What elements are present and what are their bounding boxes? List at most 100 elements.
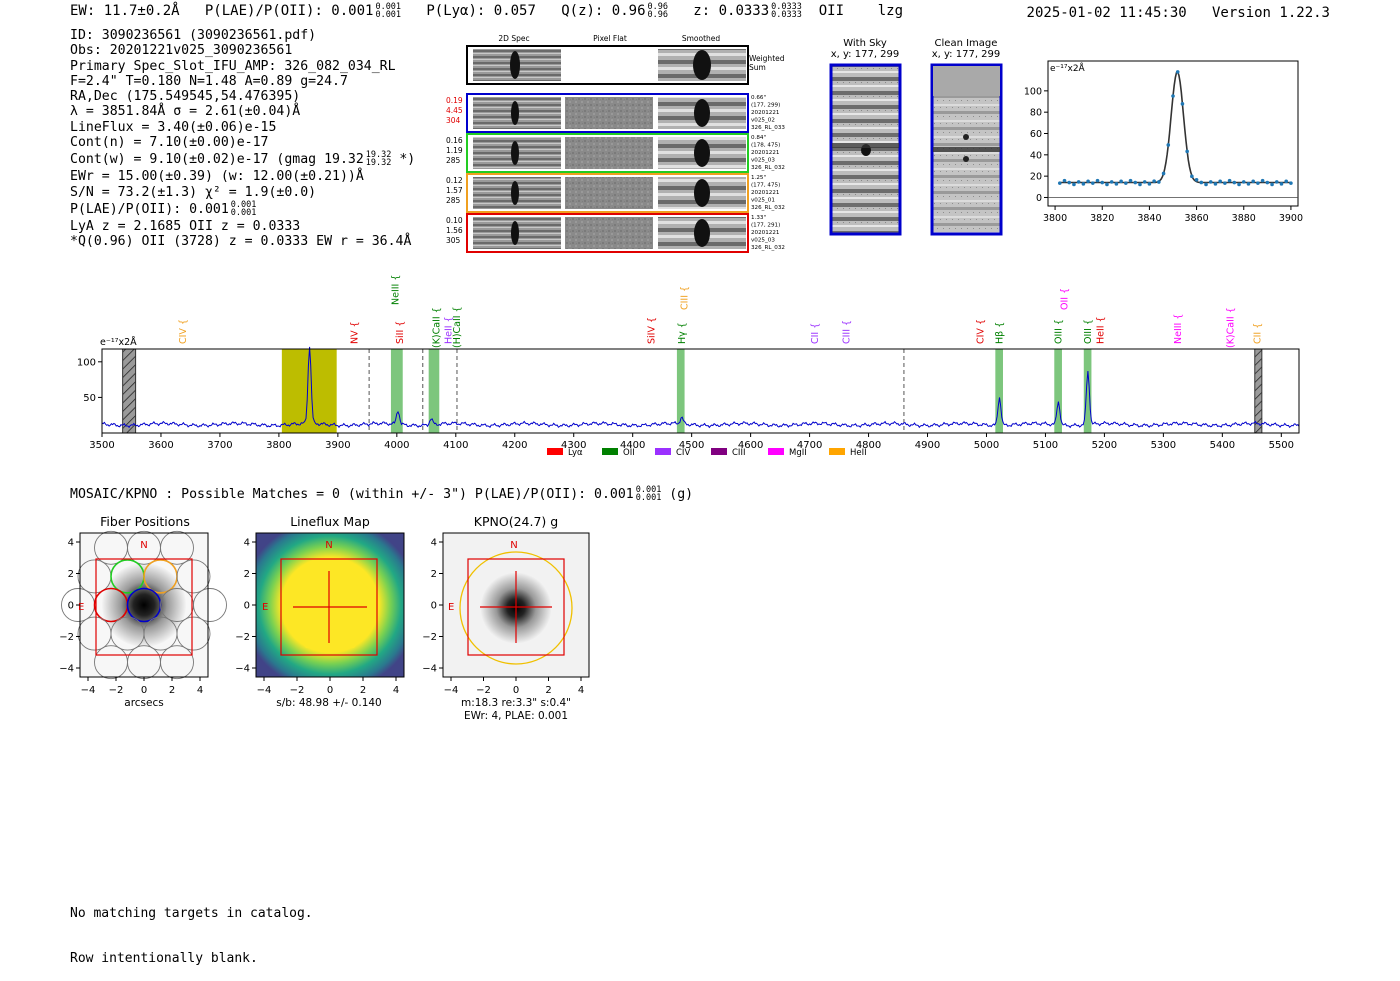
- info-radec: RA,Dec (175.549545,54.476395): [70, 89, 301, 105]
- info-ewr: EWr = 15.00(±0.39) (w: 12.00(±0.21))Å: [70, 169, 364, 185]
- spec2d-row-flat: [565, 97, 653, 129]
- header-qz-lo: 0.96: [647, 10, 668, 20]
- spectrum-line-label: HeII {: [444, 316, 455, 344]
- spec2d-row-left-value: 0.16: [446, 136, 463, 145]
- zoom-data-point: [1067, 180, 1072, 185]
- fiber-circle: [176, 616, 211, 651]
- spectrum-xtick-label: 4600: [738, 440, 763, 451]
- header-line: OII: [818, 3, 845, 19]
- info-gmag-hi: 19.32: [365, 150, 392, 161]
- info-id: ID: 3090236561 (3090236561.pdf): [70, 28, 317, 43]
- header-plya: P(Lyα): 0.057: [426, 3, 536, 19]
- spectrum-line-label: CIV {: [178, 319, 189, 344]
- spec2d-row-left-value: 304: [446, 116, 461, 125]
- spec2d-row-smooth-blob: [694, 99, 710, 127]
- spec2d-row-right-value: 326_RL_032: [751, 165, 785, 171]
- spec2d-row-right-value: 326_RL_032: [751, 205, 785, 211]
- spec2d-row-right-value: 0.84": [751, 135, 766, 141]
- spec2d-row-right-value: (177, 475): [751, 183, 780, 189]
- weighted-emission-blob: [510, 51, 520, 79]
- panel-ytick-label: −2: [235, 632, 250, 643]
- zoom-data-point: [1223, 181, 1227, 185]
- zoom-data-point: [1157, 180, 1161, 184]
- zoom-data-point: [1246, 182, 1251, 186]
- zoom-data-point: [1091, 181, 1095, 185]
- panel-ytick-label: 0: [244, 601, 250, 612]
- fiber-circle: [160, 530, 194, 565]
- spec2d-col-title-1: 2D Spec: [498, 34, 529, 43]
- spectrum-line-band: [390, 349, 403, 433]
- header-meta: 2025-01-02 11:45:30 Version 1.22.3: [1027, 5, 1330, 21]
- zoom-data-point: [1199, 180, 1204, 185]
- lineflux-panel-title: Lineflux Map: [290, 514, 370, 529]
- spectrum-line-label: CIV {: [976, 319, 987, 344]
- clean-cutout: [930, 63, 1003, 236]
- info-contw: Cont(w) = 9.10(±0.02)e-17 (gmag 19.32 19.…: [70, 150, 415, 169]
- header-z-hi: 0.0333: [771, 2, 802, 12]
- panel-ytick-label: −2: [422, 632, 437, 643]
- fiber-xlabel: arcsecs: [124, 697, 163, 709]
- spectrum-line-label: CII {: [1253, 323, 1264, 344]
- spectrum-xtick-label: 3700: [207, 440, 232, 451]
- panel-xtick-label: −4: [81, 685, 96, 696]
- fiber-north: N: [140, 540, 147, 551]
- zoom-data-point: [1175, 70, 1180, 74]
- spectrum-ytick-label: 100: [77, 357, 96, 368]
- zoom-line-fit-chart: 3800 3820 3840 3860 3880 3900 0 20 40 60 80 100 e⁻¹⁷…: [1024, 60, 1303, 224]
- header-flags: lzg: [877, 3, 904, 19]
- zoom-xtick-label: 3840: [1137, 213, 1161, 224]
- info-lineflux: LineFlux = 3.40(±0.06)e-15: [70, 119, 277, 135]
- legend-label: Lyα: [568, 448, 583, 458]
- info-params: F=2.4" T=0.180 N=1.48 A=0.89 g=24.7: [70, 73, 348, 89]
- panel-ytick-label: 4: [68, 538, 74, 549]
- lineflux-box: [280, 558, 378, 656]
- zoom-data-point: [1279, 182, 1284, 186]
- spectrum-xtick-label: 5400: [1210, 440, 1235, 451]
- spectrum-line-label: CIII {: [680, 286, 691, 310]
- spec2d-row-right-value: v025_03: [751, 238, 775, 244]
- clean-source-a: [963, 134, 969, 140]
- detection-info: ID: 3090236561 (3090236561.pdf) Obs: 202…: [70, 28, 415, 250]
- header-version: Version 1.22.3: [1211, 5, 1330, 21]
- spec2d-panel: 2D Spec Pixel Flat Smoothed Weighted Sum…: [446, 34, 785, 253]
- panel-xtick-label: 2: [360, 685, 366, 696]
- zoom-data-point: [1166, 143, 1171, 147]
- spec2d-row-right-value: 20201221: [751, 230, 780, 236]
- panel-xtick-label: −4: [444, 685, 459, 696]
- info-contn: Cont(n) = 7.10(±0.00)e-17: [70, 135, 269, 151]
- header-plae-lo: 0.001: [375, 10, 402, 20]
- panel-ytick-label: −2: [59, 632, 74, 643]
- header-timestamp: 2025-01-02 11:45:30: [1026, 5, 1187, 21]
- info-sn: S/N = 73.2(±1.3) χ² = 1.9(±0.0): [70, 184, 317, 200]
- zoom-data-point: [1284, 179, 1289, 184]
- zoom-data-point: [1105, 182, 1109, 187]
- fiber-panel-title: Fiber Positions: [100, 514, 190, 529]
- spectrum-xtick-label: 4900: [915, 440, 940, 451]
- catalog-footer: No matching targets in catalog. Row inte…: [70, 876, 313, 981]
- fiber-circle: [193, 588, 227, 622]
- header-z-range: 0.0333 0.0333: [771, 2, 802, 20]
- header-plae-hi: 0.001: [375, 2, 402, 12]
- spec2d-row-right-value: 20201221: [751, 150, 780, 156]
- zoom-data-point: [1265, 180, 1270, 185]
- panel-ytick-label: 4: [431, 538, 437, 549]
- spec2d-row-left-value: 0.10: [446, 216, 463, 225]
- spec2d-row-left-value: 1.57: [446, 186, 463, 195]
- fiber-box: [95, 558, 193, 656]
- zoom-data-point: [1274, 180, 1279, 184]
- panel-xtick-label: 4: [197, 685, 203, 696]
- panel-ytick-label: 0: [431, 601, 437, 612]
- spectrum-masked-region: [122, 348, 137, 434]
- weighted-label-2: Sum: [749, 63, 766, 72]
- spec2d-row-left-value: 0.19: [446, 96, 463, 105]
- kpno-xlabel-2: EWr: 4, PLAE: 0.001: [464, 710, 568, 722]
- zoom-data-point: [1062, 178, 1067, 183]
- spectrum-xtick-label: 5300: [1151, 440, 1176, 451]
- zoom-data-point: [1256, 181, 1260, 185]
- weighted-label-1: Weighted: [749, 54, 785, 63]
- spec2d-row-right-value: 326_RL_033: [751, 125, 785, 131]
- zoom-data-point: [1289, 181, 1293, 185]
- spectrum-trace: [101, 346, 1300, 429]
- info-plae-text: P(LAE)/P(OII): 0.001: [70, 201, 229, 217]
